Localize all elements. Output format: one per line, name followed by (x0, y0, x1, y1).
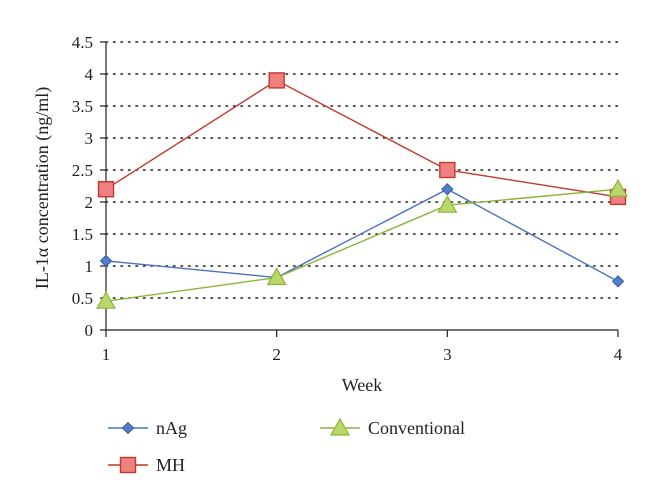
series-line-conventional (105, 188, 619, 302)
data-point-nag-1 (99, 254, 113, 268)
x-tick-label-3: 4 (614, 345, 623, 364)
x-tick-label-1: 2 (272, 345, 281, 364)
legend-item-nag: nAg (108, 418, 187, 438)
y-tick-label-3: 1.5 (72, 225, 93, 244)
y-tick-label-2: 1 (85, 257, 94, 276)
x-axis-tick-labels: 1 2 3 4 (102, 345, 623, 364)
legend-label-mh: MH (156, 455, 185, 475)
legend-label-conventional: Conventional (368, 418, 465, 438)
y-tick-label-9: 4.5 (72, 33, 93, 52)
series-group (95, 72, 629, 309)
y-axis-tick-labels: 0 0.5 1 1.5 2 2.5 3 3.5 4 4.5 (72, 33, 94, 340)
data-point-mh-2 (268, 72, 285, 89)
y-tick-label-4: 2 (85, 193, 94, 212)
x-tick-label-2: 3 (443, 345, 452, 364)
y-tick-label-5: 2.5 (72, 161, 93, 180)
series-line-mh (105, 79, 619, 198)
x-tick-label-0: 1 (102, 345, 111, 364)
y-tick-label-1: 0.5 (72, 289, 93, 308)
data-point-mh-3 (439, 161, 456, 179)
legend-marker-conventional (329, 417, 351, 436)
y-axis-title: IL-1α concentration (ng/ml) (32, 87, 53, 289)
axes (100, 41, 619, 337)
data-point-conventional-2 (266, 267, 287, 286)
legend-marker-mh (119, 456, 137, 474)
series-nag (99, 182, 625, 288)
series-line-nag (105, 188, 619, 282)
data-point-mh-1 (97, 180, 115, 198)
y-tick-label-8: 4 (85, 65, 94, 84)
legend: nAg MH Conventional (108, 417, 465, 475)
series-mh (97, 72, 627, 206)
data-point-conventional-4 (607, 178, 629, 197)
legend-item-conventional: Conventional (320, 417, 465, 438)
y-tick-label-7: 3.5 (72, 97, 93, 116)
gridlines (105, 41, 619, 299)
y-tick-label-0: 0 (85, 321, 94, 340)
data-point-conventional-1 (95, 290, 117, 309)
legend-label-nag: nAg (156, 418, 187, 438)
series-conventional (95, 178, 629, 309)
data-point-nag-3 (441, 182, 454, 196)
y-tick-label-6: 3 (85, 129, 94, 148)
legend-marker-nag (121, 421, 135, 435)
data-point-nag-4 (611, 275, 625, 288)
x-axis-title: Week (342, 375, 383, 395)
legend-item-mh: MH (108, 455, 185, 475)
data-point-conventional-3 (437, 194, 458, 213)
